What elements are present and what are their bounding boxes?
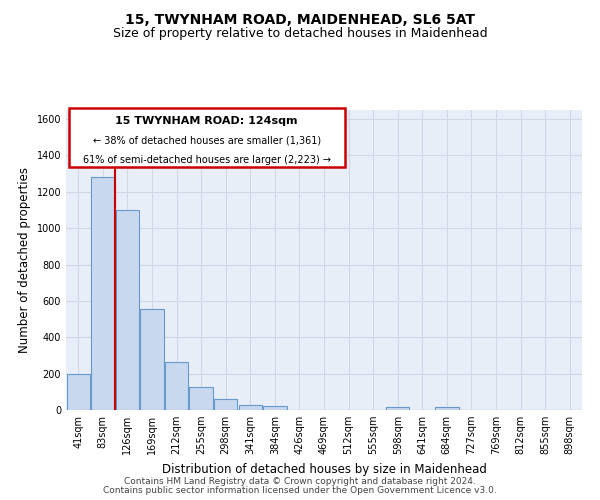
Bar bbox=[91, 178, 115, 410]
Text: ← 38% of detached houses are smaller (1,361): ← 38% of detached houses are smaller (1,… bbox=[92, 136, 320, 145]
Bar bbox=[140, 309, 164, 410]
Text: 61% of semi-detached houses are larger (2,223) →: 61% of semi-detached houses are larger (… bbox=[83, 155, 331, 165]
Text: Distribution of detached houses by size in Maidenhead: Distribution of detached houses by size … bbox=[161, 464, 487, 476]
Text: Contains HM Land Registry data © Crown copyright and database right 2024.: Contains HM Land Registry data © Crown c… bbox=[124, 477, 476, 486]
Text: 15 TWYNHAM ROAD: 124sqm: 15 TWYNHAM ROAD: 124sqm bbox=[115, 116, 298, 126]
Bar bbox=[67, 374, 90, 410]
Bar bbox=[190, 388, 213, 410]
Bar bbox=[263, 406, 287, 410]
Bar bbox=[386, 408, 409, 410]
Bar bbox=[165, 362, 188, 410]
Bar bbox=[435, 406, 458, 410]
Text: Size of property relative to detached houses in Maidenhead: Size of property relative to detached ho… bbox=[113, 28, 487, 40]
FancyBboxPatch shape bbox=[68, 108, 344, 167]
Bar bbox=[239, 404, 262, 410]
Bar bbox=[116, 210, 139, 410]
Y-axis label: Number of detached properties: Number of detached properties bbox=[18, 167, 31, 353]
Text: 15, TWYNHAM ROAD, MAIDENHEAD, SL6 5AT: 15, TWYNHAM ROAD, MAIDENHEAD, SL6 5AT bbox=[125, 12, 475, 26]
Bar bbox=[214, 398, 238, 410]
Text: Contains public sector information licensed under the Open Government Licence v3: Contains public sector information licen… bbox=[103, 486, 497, 495]
